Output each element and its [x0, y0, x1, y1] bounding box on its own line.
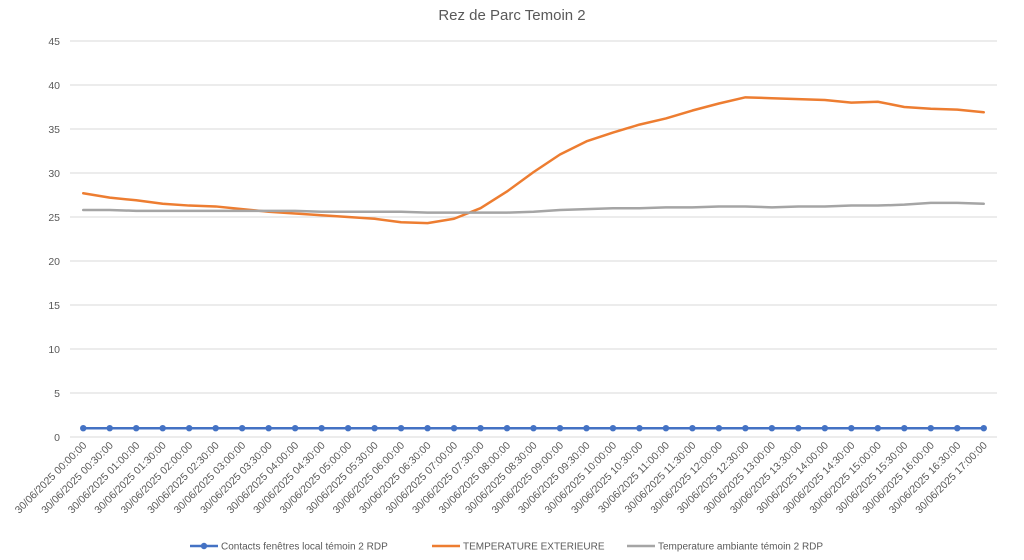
- data-point: [185, 425, 193, 432]
- data-point: [159, 425, 166, 432]
- data-point: [768, 425, 776, 432]
- data-point: [477, 425, 484, 432]
- series-3: [81, 201, 986, 214]
- data-point: [742, 425, 749, 432]
- data-point: [848, 425, 855, 432]
- data-point: [927, 425, 934, 432]
- y-tick-label: 35: [48, 124, 60, 136]
- data-point: [291, 425, 299, 432]
- data-point: [371, 425, 378, 432]
- series-lines: [80, 96, 987, 432]
- legend: Contacts fenêtres local témoin 2 RDP TEMP…: [190, 542, 823, 553]
- legend-item: TEMPERATURE EXTERIEURE: [432, 542, 605, 553]
- data-point: [662, 425, 670, 432]
- data-point: [238, 425, 246, 432]
- y-tick-label: 10: [48, 344, 60, 356]
- legend-label: Temperature ambiante témoin 2 RDP: [658, 542, 823, 553]
- legend-marker: [200, 542, 208, 550]
- data-point: [795, 425, 802, 432]
- series-1: [80, 425, 987, 432]
- data-point: [265, 425, 272, 432]
- data-point: [318, 425, 325, 432]
- data-point: [344, 425, 352, 432]
- series-2: [81, 96, 986, 225]
- data-point: [133, 425, 140, 432]
- y-tick-label: 5: [54, 388, 60, 400]
- data-point: [980, 425, 987, 432]
- legend-label: Contacts fenêtres local témoin 2 RDP: [221, 542, 388, 553]
- series-line: [81, 96, 986, 225]
- y-tick-label: 20: [48, 256, 60, 268]
- y-tick-label: 15: [48, 300, 60, 312]
- data-point: [689, 425, 696, 432]
- data-point: [636, 425, 643, 432]
- y-tick-label: 0: [54, 432, 60, 444]
- data-point: [397, 425, 405, 432]
- data-point: [609, 425, 617, 432]
- y-tick-label: 45: [48, 36, 60, 48]
- data-point: [212, 425, 219, 432]
- data-point: [450, 425, 458, 432]
- data-point: [556, 425, 564, 432]
- legend-label: TEMPERATURE EXTERIEURE: [463, 542, 605, 553]
- legend-item: Contacts fenêtres local témoin 2 RDP: [190, 542, 388, 553]
- y-axis-ticks: 0 5 10 15 20 25 30 35 40 45: [48, 36, 60, 444]
- data-point: [821, 425, 829, 432]
- data-point: [106, 425, 113, 432]
- chart-title: Rez de Parc Temoin 2: [438, 7, 585, 24]
- series-line: [81, 201, 986, 214]
- gridlines: [70, 40, 997, 438]
- data-point: [424, 425, 431, 432]
- legend-item: Temperature ambiante témoin 2 RDP: [627, 542, 823, 553]
- data-point: [901, 425, 908, 432]
- data-point: [715, 425, 723, 432]
- y-tick-label: 30: [48, 168, 60, 180]
- data-point: [503, 425, 511, 432]
- y-tick-label: 25: [48, 212, 60, 224]
- data-point: [530, 425, 537, 432]
- y-tick-label: 40: [48, 80, 60, 92]
- data-point: [583, 425, 590, 432]
- data-point: [954, 425, 961, 432]
- data-point: [80, 425, 87, 432]
- data-point: [874, 425, 882, 432]
